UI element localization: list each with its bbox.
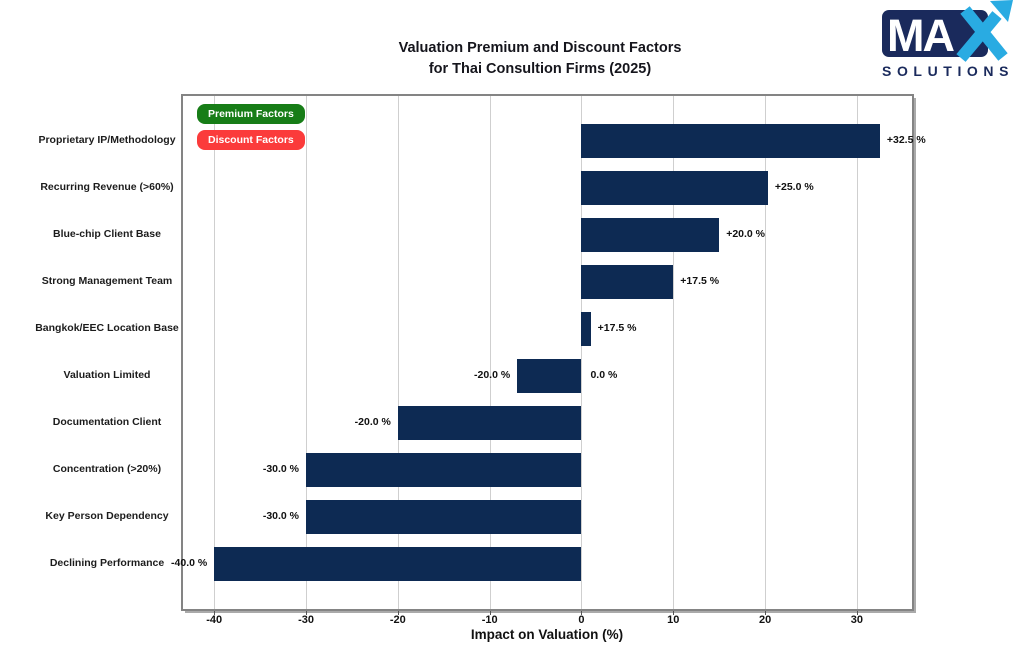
- x-tick-label--30: -30: [298, 614, 314, 626]
- bar-discount-9: [214, 547, 582, 581]
- bar-premium-1: [581, 171, 768, 205]
- x-tick-label-0: 0: [578, 614, 585, 626]
- value-label: +17.5 %: [597, 322, 637, 334]
- category-label: Proprietary IP/Methodology: [38, 134, 176, 146]
- category-label: Bangkok/EEC Location Base: [35, 322, 179, 334]
- x-tick-mark-30: [856, 611, 858, 615]
- legend-discount-factors: Discount Factors: [197, 130, 305, 150]
- legend-premium-factors: Premium Factors: [197, 104, 305, 124]
- value-label: -40.0 %: [171, 557, 208, 569]
- chart-title-line1: Valuation Premium and Discount Factors: [398, 40, 682, 56]
- plot-area-frame: [181, 94, 914, 611]
- category-label: Valuation Limited: [63, 369, 151, 381]
- chart-title-line2: for Thai Consultion Firms (2025): [428, 61, 652, 77]
- x-tick-mark--10: [489, 611, 491, 615]
- category-label: Declining Performance: [49, 557, 165, 569]
- x-tick-label-10: 10: [667, 614, 680, 626]
- gridline-30: [856, 96, 858, 609]
- x-tick-label-30: 30: [850, 614, 864, 626]
- x-tick-mark-20: [765, 611, 767, 615]
- bar-discount-8: [306, 500, 582, 534]
- bar-discount-6: [397, 406, 582, 440]
- category-label: Concentration (>20%): [52, 463, 162, 475]
- logo-x-up-stroke: [956, 11, 1002, 62]
- gridline--40: [214, 96, 216, 609]
- logo-text-ma: MA: [887, 10, 954, 61]
- bar-premium-3: [581, 265, 674, 299]
- logo-arrowhead-icon: [990, 0, 1013, 22]
- bar-discount-5: [517, 359, 582, 393]
- gridline--30: [306, 96, 308, 609]
- category-label: Documentation Client: [52, 416, 162, 428]
- x-tick-mark--20: [397, 611, 399, 615]
- category-label: Strong Management Team: [41, 275, 173, 287]
- x-tick-label--20: -20: [389, 614, 406, 626]
- gridline-20: [765, 96, 767, 609]
- x-tick-mark--30: [306, 611, 308, 615]
- value-label: -20.0 %: [354, 416, 391, 428]
- max-logo-graphic: MA SOLUTIONS: [882, 0, 1014, 79]
- chart-title: Valuation Premium and Discount Factors f…: [290, 38, 790, 80]
- x-tick-label--10: -10: [481, 614, 498, 626]
- category-label: Recurring Revenue (>60%): [40, 181, 174, 193]
- gridline--10: [489, 96, 491, 609]
- value-label: -20.0 %: [474, 369, 511, 381]
- logo-subtitle: SOLUTIONS: [882, 63, 1014, 79]
- bar-discount-7: [306, 453, 582, 487]
- max-solutions-logo: MA SOLUTIONS: [878, 0, 1024, 91]
- x-tick-label-20: 20: [758, 614, 772, 626]
- bar-premium-2: [581, 218, 720, 252]
- x-tick-label--40: -40: [206, 614, 223, 626]
- value-label: +25.0 %: [774, 181, 814, 193]
- gridline-0: [581, 96, 583, 609]
- gridline--20: [397, 96, 399, 609]
- value-label: -30.0 %: [262, 463, 300, 475]
- logo-background-square: [882, 10, 988, 57]
- value-label: -30.0 %: [262, 510, 300, 522]
- x-tick-mark--40: [214, 611, 216, 615]
- value-label: +17.5 %: [680, 275, 720, 287]
- bar-premium-0: [581, 124, 880, 158]
- gridline-10: [673, 96, 675, 609]
- category-label: Key Person Dependency: [45, 510, 169, 522]
- value-label: +32.5 %: [886, 134, 926, 146]
- category-label: Blue-chip Client Base: [53, 228, 161, 240]
- x-tick-mark-10: [673, 611, 675, 615]
- x-axis-label: Impact on Valuation (%): [470, 627, 624, 642]
- bar-premium-4: [581, 312, 591, 346]
- value-label: +20.0 %: [726, 228, 766, 240]
- value-label-zero: 0.0 %: [590, 369, 618, 381]
- x-tick-mark-0: [581, 611, 583, 615]
